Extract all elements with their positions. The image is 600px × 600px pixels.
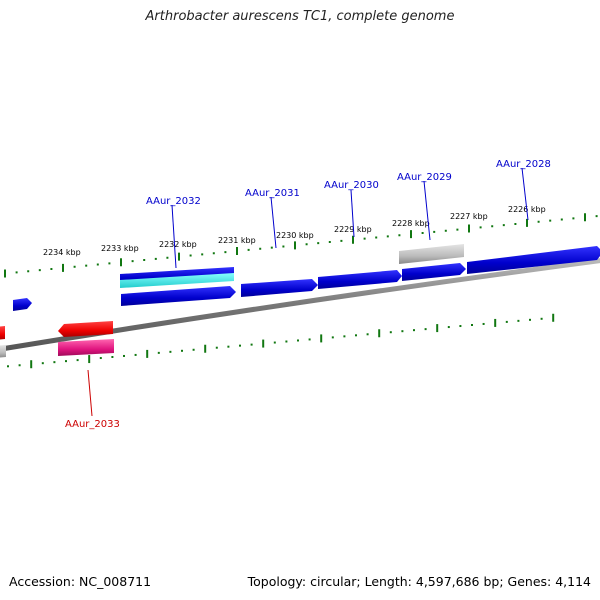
gene-feature-aaur-2032-rna[interactable]: [120, 273, 234, 288]
tick-label: 2230 kbp: [276, 231, 314, 240]
genome-backbone: [0, 258, 600, 352]
gene-label-aaur-2028[interactable]: AAur_2028: [496, 159, 551, 170]
gene-feature-aaur-2029[interactable]: [402, 263, 466, 281]
tick-label: 2234 kbp: [43, 248, 81, 257]
tick-label: 2233 kbp: [101, 244, 139, 253]
label-leaders: [87, 167, 529, 417]
gene-feature-aaur-2033-rna[interactable]: [58, 339, 114, 356]
gene-feature-small-forward[interactable]: [13, 298, 32, 311]
gene-label-aaur-2031[interactable]: AAur_2031: [245, 188, 300, 199]
gene-labels: AAur_2032 AAur_2031 AAur_2030 AAur_2029 …: [65, 159, 551, 430]
tick-track-lower: [7, 313, 555, 369]
tick-track-upper: [4, 213, 598, 278]
topology-text: Topology: circular; Length: 4,597,686 bp…: [247, 574, 591, 589]
tick-label: 2232 kbp: [159, 240, 197, 249]
gene-feature-grey-edge[interactable]: [0, 345, 6, 358]
gene-label-aaur-2030[interactable]: AAur_2030: [324, 180, 379, 191]
gene-feature-aaur-2031[interactable]: [241, 279, 318, 297]
tick-label: 2227 kbp: [450, 212, 488, 221]
tick-label: 2228 kbp: [392, 219, 430, 228]
gene-feature-aaur-2032-cds[interactable]: [121, 286, 236, 306]
gene-label-aaur-2029[interactable]: AAur_2029: [397, 172, 452, 183]
gene-label-aaur-2032[interactable]: AAur_2032: [146, 196, 201, 207]
gene-label-aaur-2033[interactable]: AAur_2033: [65, 419, 120, 430]
tick-label: 2229 kbp: [334, 225, 372, 234]
accession-text: Accession: NC_008711: [9, 574, 152, 589]
gene-feature-aaur-2029-other[interactable]: [399, 244, 464, 264]
gene-feature-aaur-2030[interactable]: [318, 270, 402, 289]
gene-feature-aaur-2028[interactable]: [467, 246, 600, 274]
forward-strand-track: [13, 244, 600, 311]
map-title: Arthrobacter aurescens TC1, complete gen…: [145, 9, 455, 24]
reverse-strand-track: [0, 321, 114, 358]
gene-feature-reverse-edge[interactable]: [0, 326, 5, 340]
gene-feature-aaur-2033[interactable]: [58, 321, 113, 337]
tick-label: 2231 kbp: [218, 236, 256, 245]
